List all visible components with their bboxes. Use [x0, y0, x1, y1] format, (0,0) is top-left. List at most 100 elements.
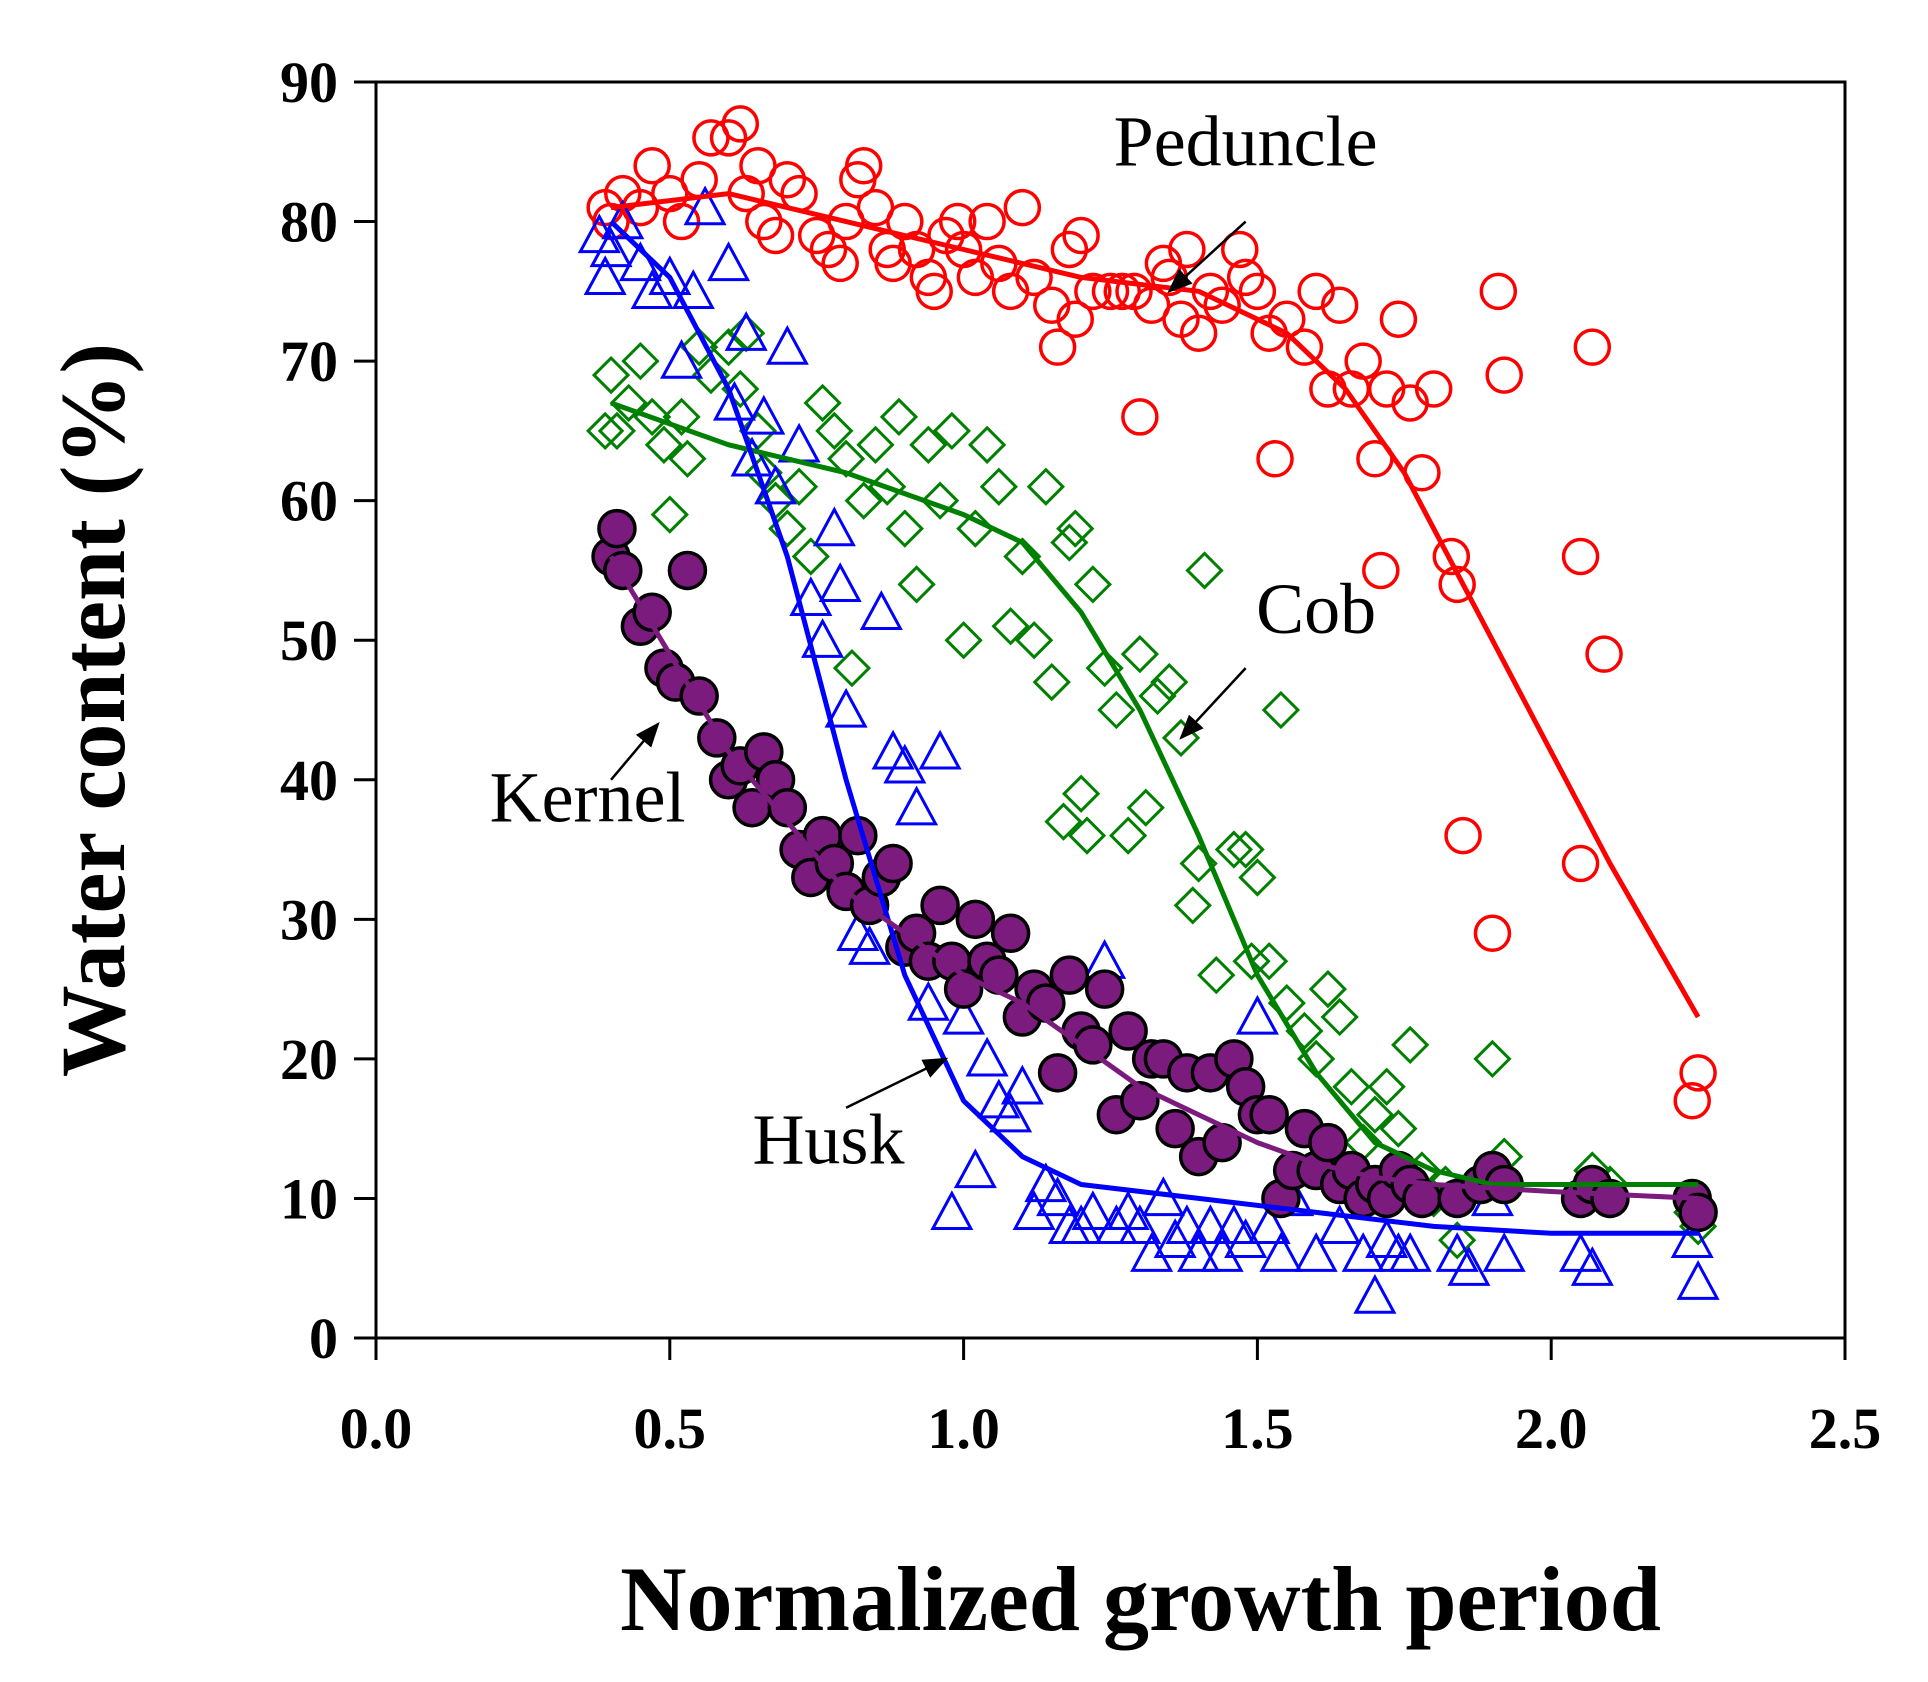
data-point	[1094, 1204, 1138, 1245]
data-point	[832, 649, 872, 688]
data-point	[989, 1092, 1033, 1133]
y-tick-label: 10	[280, 1166, 338, 1231]
data-point	[1294, 1232, 1338, 1272]
data-point	[1570, 1246, 1614, 1286]
data-point	[1308, 969, 1348, 1009]
data-point	[1261, 690, 1301, 730]
data-point	[1318, 1204, 1362, 1245]
data-point	[848, 925, 892, 965]
data-point	[885, 509, 924, 548]
data-point	[691, 355, 731, 395]
data-point	[1074, 272, 1112, 311]
y-tick-label: 80	[280, 190, 338, 255]
data-point	[768, 160, 807, 199]
data-point	[821, 244, 859, 283]
data-point	[803, 383, 842, 423]
y-tick-label: 70	[280, 329, 338, 394]
data-point	[1226, 830, 1265, 869]
data-point	[767, 787, 808, 828]
data-point	[1120, 635, 1160, 674]
data-point	[1155, 1108, 1195, 1149]
data-point	[1249, 1094, 1289, 1135]
data-point	[660, 338, 704, 379]
y-tick-label: 20	[280, 1027, 338, 1092]
data-point	[1084, 969, 1125, 1009]
data-point	[1232, 942, 1271, 981]
data-point	[1590, 1178, 1630, 1219]
data-point	[979, 467, 1018, 506]
data-point	[648, 255, 692, 296]
data-point	[1259, 1232, 1303, 1272]
data-point	[1482, 1232, 1526, 1272]
data-point	[801, 618, 845, 658]
data-point	[754, 464, 798, 505]
data-point	[1091, 272, 1130, 311]
data-point	[779, 467, 819, 506]
x-tick-label: 2.5	[1809, 1396, 1882, 1461]
data-point	[883, 743, 927, 784]
data-point	[589, 227, 633, 268]
data-point	[1320, 997, 1359, 1037]
data-point	[1056, 300, 1094, 338]
data-point	[1221, 230, 1259, 269]
data-point	[953, 1148, 997, 1189]
data-point	[1432, 537, 1471, 576]
data-point	[1003, 188, 1042, 227]
data-point	[1678, 1192, 1718, 1233]
data-point	[824, 687, 868, 728]
x-tick-label: 0.0	[340, 1396, 413, 1461]
data-point	[1108, 1011, 1148, 1051]
data-point	[968, 202, 1006, 241]
data-point	[591, 355, 631, 395]
annotation-husk: Husk	[752, 1100, 904, 1180]
data-point	[1118, 1204, 1162, 1245]
data-point	[633, 146, 671, 185]
data-point	[1308, 1122, 1348, 1163]
data-point	[844, 481, 883, 520]
data-point	[1109, 816, 1148, 855]
plot-layer: 0 10 20 30 40 50 60 70 80 90 0.0 0.5 1.0 1.5 2.0 2.5 Nor…	[42, 50, 1881, 1650]
y-axis-title: Water content (%)	[42, 343, 144, 1077]
data-point	[1447, 1246, 1491, 1286]
data-point	[742, 394, 786, 435]
data-point	[1071, 1190, 1115, 1231]
data-point	[724, 311, 768, 351]
data-point	[712, 380, 756, 421]
data-point	[1153, 1218, 1197, 1258]
data-point	[1247, 1204, 1291, 1245]
data-point	[1485, 356, 1523, 394]
data-point	[1285, 328, 1324, 366]
annotation-arrow-husk	[845, 1057, 949, 1109]
data-point	[597, 508, 637, 549]
data-point	[597, 411, 637, 451]
data-point	[709, 328, 748, 367]
data-point	[1353, 1273, 1397, 1314]
data-point	[1044, 802, 1083, 841]
data-point	[1126, 788, 1165, 827]
data-point	[1250, 942, 1289, 981]
data-point	[707, 241, 751, 282]
x-tick-label: 1.0	[927, 1396, 1000, 1461]
data-point	[1150, 662, 1189, 702]
annotation-arrow-peduncle	[1167, 220, 1247, 294]
data-point	[1085, 649, 1124, 688]
x-tick-label: 1.5	[1221, 1396, 1294, 1461]
data-point	[777, 422, 821, 463]
y-tick-label: 0	[309, 1306, 338, 1371]
data-point	[1003, 537, 1042, 576]
plot-frame	[374, 80, 1847, 1340]
data-point	[826, 439, 866, 478]
data-point	[944, 621, 983, 660]
fit-line-peduncle	[610, 191, 1701, 1019]
data-point	[730, 436, 774, 477]
data-point	[1676, 1260, 1720, 1300]
data-point	[1050, 230, 1089, 269]
annotation-kernel: Kernel	[490, 758, 686, 838]
data-point	[920, 885, 960, 926]
x-axis-title: Normalized growth period	[620, 1548, 1661, 1650]
data-point	[879, 397, 919, 437]
data-point	[1056, 509, 1095, 548]
data-point	[1200, 1232, 1244, 1272]
data-point	[1479, 272, 1518, 311]
data-point	[1032, 662, 1071, 702]
